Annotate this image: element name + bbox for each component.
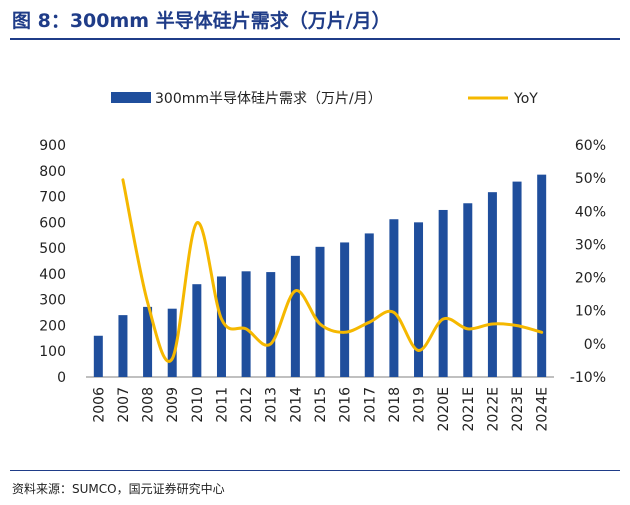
x-tick-label: 2020E (436, 387, 452, 431)
y-left-tick-label: 800 (39, 164, 66, 180)
y-right-tick-label: 40% (575, 204, 606, 220)
demand-bar (167, 308, 177, 377)
y-left-tick-label: 200 (39, 318, 66, 334)
x-tick-label: 2007 (116, 387, 132, 423)
title-divider (10, 38, 620, 40)
yoy-line (121, 178, 544, 363)
y-left-tick-label: 0 (57, 370, 66, 386)
demand-bar (315, 246, 325, 377)
demand-bar (93, 335, 103, 377)
y-left-tick-label: 700 (39, 190, 66, 206)
x-tick-label: 2013 (264, 387, 280, 423)
demand-bar (216, 276, 226, 377)
y-left-tick-label: 900 (39, 138, 66, 154)
x-tick-label: 2017 (362, 387, 378, 423)
y-left-tick-label: 100 (39, 344, 66, 360)
demand-bar (438, 209, 448, 377)
demand-bar (537, 174, 547, 377)
demand-bar (241, 271, 251, 377)
x-tick-label: 2023E (510, 387, 526, 431)
demand-bar (414, 222, 424, 377)
x-tick-label: 2019 (412, 387, 428, 423)
x-tick-label: 2024E (535, 387, 551, 431)
figure-title: 图 8：300mm 半导体硅片需求（万片/月） (12, 10, 391, 32)
x-tick-label: 2018 (387, 387, 403, 423)
demand-bar (512, 181, 522, 377)
y-left-tick-label: 300 (39, 293, 66, 309)
legend-label-yoy: YoY (513, 91, 538, 107)
x-tick-label: 2009 (165, 387, 181, 423)
demand-bar (290, 255, 300, 377)
y-right-tick-label: -10% (570, 370, 606, 386)
y-left-tick-label: 400 (39, 267, 66, 283)
legend-label-demand: 300mm半导体硅片需求（万片/月） (155, 91, 382, 107)
x-tick-label: 2010 (190, 387, 206, 423)
x-tick-label: 2016 (338, 387, 354, 423)
demand-bar (118, 315, 128, 377)
y-right-tick-label: 60% (575, 138, 606, 154)
y-right-tick-label: 50% (575, 171, 606, 187)
x-tick-label: 2021E (461, 387, 477, 431)
demand-bar (192, 284, 202, 377)
y-right-tick-label: 10% (575, 304, 606, 320)
demand-bar (364, 233, 374, 377)
demand-bar (389, 219, 399, 377)
demand-bar (463, 203, 473, 377)
x-tick-label: 2022E (485, 387, 501, 431)
y-right-tick-label: 20% (575, 271, 606, 287)
source-note: 资料来源：SUMCO，国元证券研究中心 (12, 482, 225, 496)
x-tick-label: 2014 (288, 387, 304, 423)
legend-swatch-demand (111, 92, 151, 103)
x-tick-label: 2006 (91, 387, 107, 423)
footer-divider (10, 470, 620, 471)
y-right-tick-label: 0% (584, 337, 606, 353)
demand-bar (487, 192, 497, 377)
demand-bar (143, 306, 153, 377)
x-tick-label: 2011 (214, 387, 230, 423)
demand-bar (340, 242, 350, 377)
x-tick-label: 2012 (239, 387, 255, 423)
demand-combo-chart: 0 100 200 300 400 500 600 700 800 900 -10% 0% 10% 20%… (39, 91, 606, 431)
demand-bar (266, 272, 276, 377)
y-left-tick-label: 500 (39, 241, 66, 257)
y-left-tick-label: 600 (39, 215, 66, 231)
x-tick-label: 2008 (141, 387, 157, 423)
y-right-tick-label: 30% (575, 237, 606, 253)
x-tick-label: 2015 (313, 387, 329, 423)
